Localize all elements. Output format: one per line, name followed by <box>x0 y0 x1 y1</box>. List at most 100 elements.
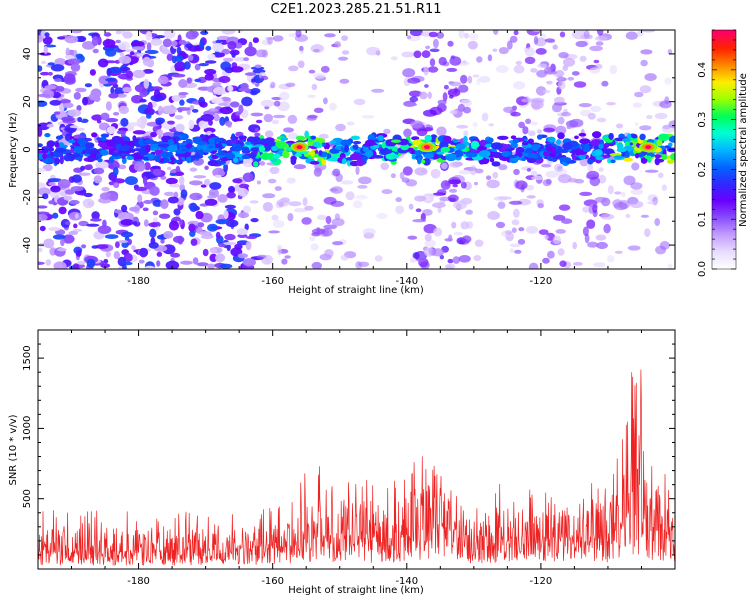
heatmap-noise-cell <box>38 187 51 196</box>
heatmap-noise-cell <box>215 219 229 225</box>
heatmap-signal-cell <box>216 152 227 156</box>
heatmap-signal-cell <box>455 143 466 151</box>
heatmap-noise-cell <box>53 261 67 269</box>
heatmap-noise-cell <box>238 104 244 114</box>
heatmap-noise-cell <box>157 75 169 85</box>
heatmap-noise-cell <box>194 78 202 83</box>
heatmap-signal-cell <box>547 136 556 143</box>
y-tick-label: 1500 <box>22 345 33 370</box>
heatmap-noise-cell <box>654 112 668 120</box>
heatmap-signal-cell <box>186 156 192 164</box>
x-tick-label: -140 <box>395 576 418 587</box>
colorbar-segment <box>712 95 736 99</box>
heatmap-noise-cell <box>264 130 274 138</box>
heatmap-noise-cell <box>198 120 209 129</box>
heatmap-noise-cell <box>493 196 508 201</box>
heatmap-noise-cell <box>75 249 82 257</box>
heatmap-noise-cell <box>145 114 152 119</box>
heatmap-noise-cell <box>186 77 192 84</box>
heatmap-noise-cell <box>208 108 218 112</box>
heatmap-noise-cell <box>442 92 448 102</box>
colorbar-segment <box>712 209 736 212</box>
heatmap-signal-cell <box>364 139 376 147</box>
heatmap-noise-cell <box>355 194 368 200</box>
heatmap-noise-cell <box>219 263 233 269</box>
heatmap-noise-cell <box>403 128 412 138</box>
colorbar-segment <box>712 131 736 135</box>
heatmap-noise-cell <box>213 113 220 122</box>
heatmap-signal-cell <box>250 147 260 152</box>
heatmap-signal-cell <box>562 142 572 151</box>
heatmap-noise-cell <box>91 114 104 121</box>
colorbar-segment <box>712 239 736 242</box>
colorbar-segment <box>712 227 736 230</box>
heatmap-noise-cell <box>525 184 534 191</box>
heatmap-noise-cell <box>113 182 120 189</box>
heatmap-noise-cell <box>590 105 602 113</box>
heatmap-noise-cell <box>555 125 567 135</box>
heatmap-noise-cell <box>376 213 388 220</box>
heatmap-signal-cell <box>624 152 630 159</box>
colorbar-segment <box>712 49 736 53</box>
heatmap-noise-cell <box>595 234 607 241</box>
heatmap-noise-cell <box>200 30 209 35</box>
heatmap-noise-cell <box>91 211 100 220</box>
heatmap-noise-cell <box>45 259 52 266</box>
x-tick-label: -120 <box>530 576 553 587</box>
heatmap-noise-cell <box>227 41 237 50</box>
colorbar-segment <box>712 203 736 206</box>
heatmap-noise-cell <box>486 179 500 189</box>
heatmap-noise-cell <box>433 192 446 196</box>
heatmap-noise-cell <box>242 205 252 214</box>
heatmap-signal-cell <box>521 141 529 146</box>
heatmap-noise-cell <box>179 219 184 225</box>
heatmap-noise-cell <box>245 235 258 240</box>
heatmap-noise-cell <box>215 39 222 44</box>
heatmap-noise-cell <box>250 90 258 96</box>
heatmap-signal-cell <box>340 139 352 147</box>
heatmap-signal-cell <box>457 149 464 157</box>
colorbar-segment <box>712 185 736 188</box>
heatmap-noise-cell <box>345 191 355 201</box>
snr-x-axis-label: Height of straight line (km) <box>288 585 424 596</box>
heatmap-noise-cell <box>284 255 291 259</box>
heatmap-noise-cell <box>202 248 209 257</box>
heatmap-noise-cell <box>193 175 207 179</box>
heatmap-noise-cell <box>118 55 132 64</box>
heatmap-noise-cell <box>614 250 623 254</box>
heatmap-noise-cell <box>554 163 564 173</box>
heatmap-noise-cell <box>355 166 360 175</box>
colorbar-segment <box>712 247 736 250</box>
heatmap-noise-cell <box>395 205 405 214</box>
heatmap-noise-cell <box>589 67 601 74</box>
heatmap-noise-cell <box>587 112 596 120</box>
heatmap-signal-cell <box>329 140 337 144</box>
heatmap-noise-cell <box>39 52 52 56</box>
heatmap-signal-cell <box>635 153 640 159</box>
heatmap-noise-cell <box>525 118 532 125</box>
heatmap-noise-cell <box>237 188 249 197</box>
heatmap-signal-cell <box>411 136 420 141</box>
colorbar-segment <box>712 59 736 63</box>
heatmap-signal-cell <box>341 158 347 165</box>
heatmap-noise-cell <box>97 58 109 68</box>
heatmap-noise-cell <box>495 65 509 74</box>
heatmap-noise-cell <box>357 185 368 189</box>
heatmap-noise-cell <box>287 114 298 124</box>
heatmap-noise-cell <box>185 30 198 40</box>
heatmap-noise-cell <box>667 49 673 55</box>
heatmap-noise-cell <box>535 86 547 96</box>
heatmap-noise-cell <box>256 254 267 259</box>
heatmap-noise-cell <box>465 209 474 215</box>
colorbar-segment <box>712 123 736 127</box>
heatmap-signal-cell <box>282 150 290 159</box>
heatmap-noise-cell <box>142 69 154 74</box>
colorbar-segment <box>712 145 736 149</box>
heatmap-noise-cell <box>254 127 259 132</box>
heatmap-noise-cell <box>93 175 103 184</box>
colorbar-segment <box>712 141 736 145</box>
heatmap-signal-cell <box>398 138 409 146</box>
heatmap-noise-cell <box>149 228 157 238</box>
heatmap-signal-cell <box>192 136 203 141</box>
